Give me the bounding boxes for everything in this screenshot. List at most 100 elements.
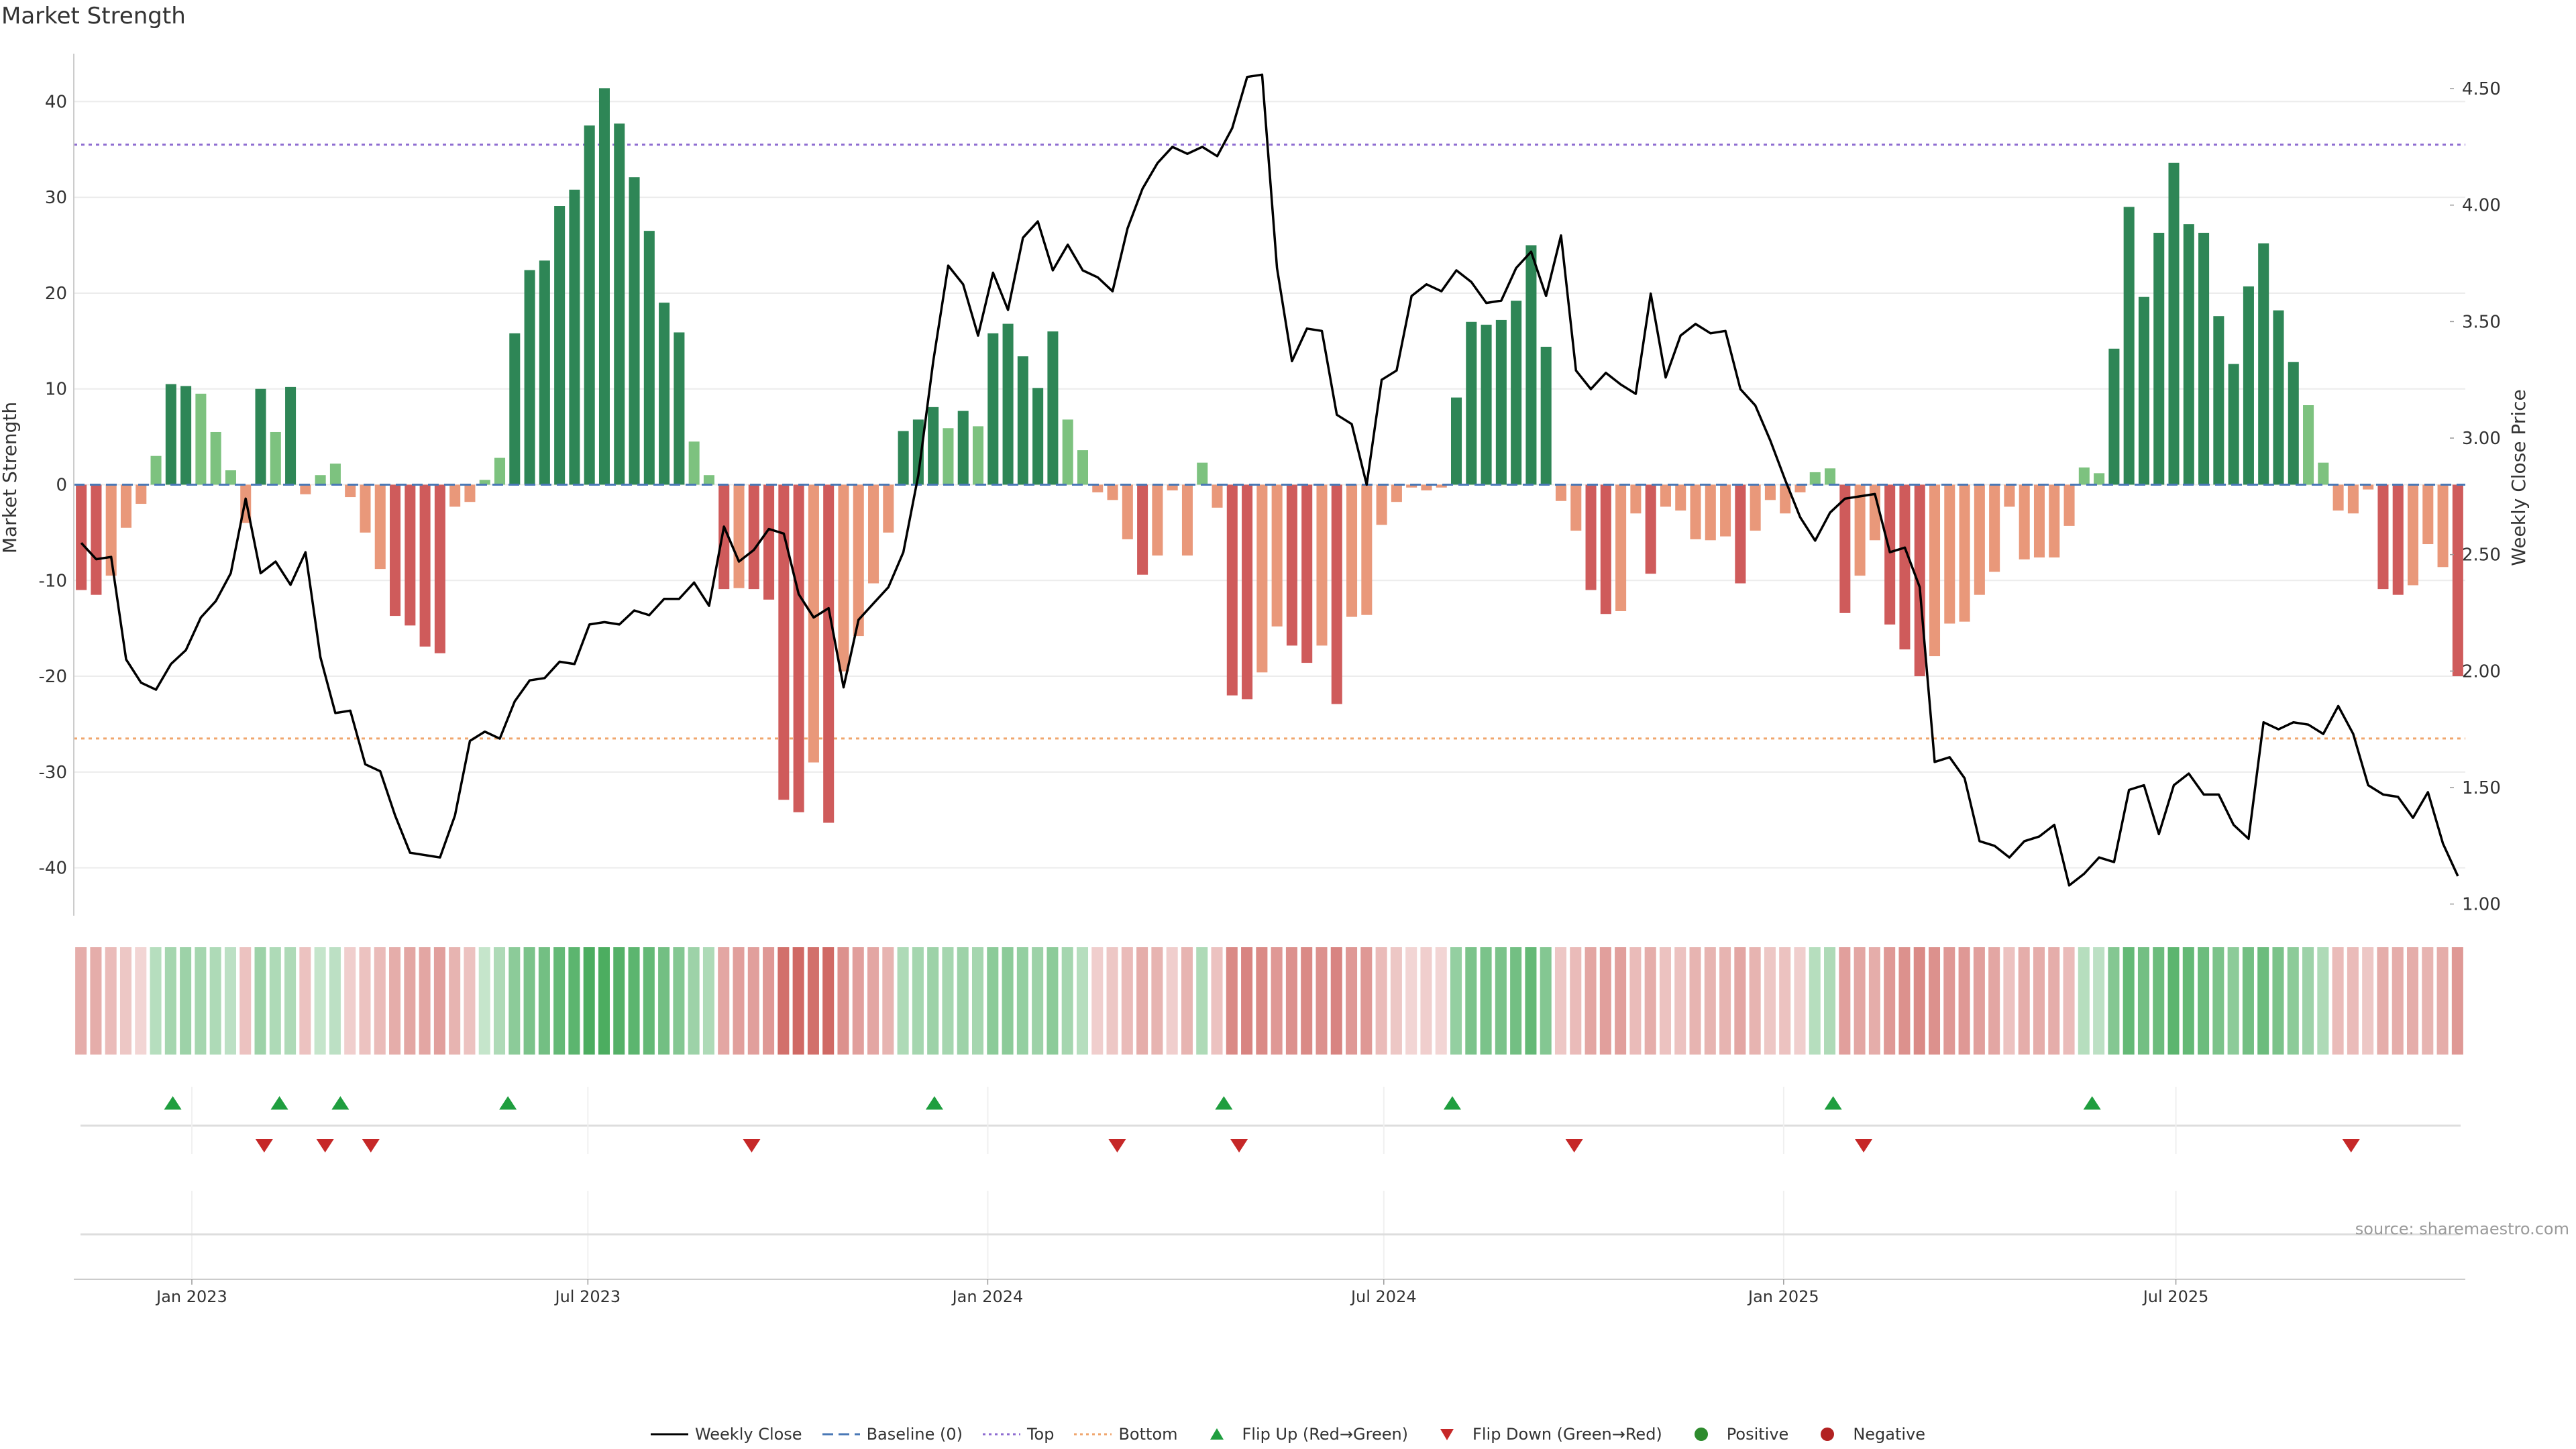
regime-cell (598, 947, 610, 1055)
regime-cell (2108, 947, 2120, 1055)
regime-cell (1046, 947, 1059, 1055)
regime-cell (1435, 947, 1447, 1055)
strength-bar (718, 484, 730, 590)
strength-bar (419, 484, 431, 647)
regime-cell (553, 947, 566, 1055)
regime-cell (1629, 947, 1642, 1055)
strength-bar (1495, 319, 1507, 485)
flip-down-marker (255, 1139, 273, 1152)
strength-bar (823, 484, 835, 823)
regime-cell (1181, 947, 1193, 1055)
strength-bar (120, 484, 132, 528)
x-tick-label: Jul 2024 (1350, 1287, 1417, 1306)
strength-bar (464, 484, 476, 502)
regime-cell (1226, 947, 1238, 1055)
strength-bar (1077, 450, 1089, 485)
regime-cell (613, 947, 625, 1055)
strength-bar (494, 458, 506, 485)
strength-bar (255, 388, 266, 485)
regime-cell (1151, 947, 1163, 1055)
strength-bar (1525, 245, 1537, 485)
strength-bar (748, 484, 759, 590)
regime-cell (568, 947, 580, 1055)
strength-bar (733, 484, 745, 588)
strength-bar (1181, 484, 1193, 556)
regime-cell (927, 947, 939, 1055)
strength-bar (2392, 484, 2404, 595)
strength-bar (1884, 484, 1896, 625)
regime-cell (1644, 947, 1656, 1055)
strength-bar (1750, 484, 1761, 531)
source-note: source: sharemaestro.com (2355, 1220, 2569, 1238)
regime-cell (329, 947, 341, 1055)
strength-bar (1869, 484, 1880, 541)
strength-bar (2108, 348, 2120, 485)
strength-bar (136, 484, 147, 504)
strength-bar (345, 484, 356, 498)
strength-bar (898, 431, 909, 485)
regime-cell (1674, 947, 1686, 1055)
strength-bar (2168, 162, 2180, 485)
strength-bar (1555, 484, 1567, 501)
regime-cell (1091, 947, 1104, 1055)
legend-label: Negative (1853, 1425, 1926, 1444)
strength-bar (1989, 484, 2000, 572)
flip-down-marker (362, 1139, 380, 1152)
strength-bar (76, 484, 87, 590)
strength-bar (1615, 484, 1627, 611)
strength-bar (703, 475, 714, 485)
regime-cell (1002, 947, 1014, 1055)
strength-bar (763, 484, 775, 600)
strength-bar (2422, 484, 2434, 545)
regime-cell (1106, 947, 1118, 1055)
y-tick-label: -30 (39, 763, 67, 783)
regime-cell (135, 947, 147, 1055)
regime-cell (538, 947, 550, 1055)
regime-cell (792, 947, 804, 1055)
regime-cell (1360, 947, 1373, 1055)
regime-cell (2212, 947, 2224, 1055)
strength-bar (1705, 484, 1716, 541)
flip-down-marker (1230, 1139, 1248, 1152)
flip-up-marker (164, 1096, 182, 1110)
regime-cell (1928, 947, 1941, 1055)
strength-bar (300, 484, 311, 494)
strength-bar (1107, 484, 1118, 500)
strength-bar (524, 270, 535, 485)
regime-cell (2377, 947, 2389, 1055)
regime-cell (1779, 947, 1791, 1055)
y2-axis-label: Weekly Close Price (2508, 389, 2530, 566)
strength-bar (2347, 484, 2359, 514)
regime-cell (2227, 947, 2239, 1055)
regime-cell (2362, 947, 2374, 1055)
regime-cell (1196, 947, 1208, 1055)
regime-cell (2198, 947, 2210, 1055)
x-axis: Jan 2023 Jul 2023 Jan 2024 Jul 2024 Jan 2025… (74, 1279, 2465, 1306)
y-tick-label: 40 (45, 92, 67, 112)
axes: -40 -30 -20 -10 0 10 20 30 40 1.00 1.50 2.00 2.50 3.0… (39, 54, 2501, 916)
strength-bar (2332, 484, 2344, 511)
regime-cell (1554, 947, 1567, 1055)
regime-cell (718, 947, 730, 1055)
regime-cell (1121, 947, 1133, 1055)
x-tick-label: Jan 2025 (1747, 1287, 1819, 1306)
regime-cell (1854, 947, 1866, 1055)
y-tick-label: 30 (45, 188, 67, 208)
strength-bar (643, 231, 655, 485)
strength-bar (1316, 484, 1328, 646)
flip-up-marker (499, 1096, 517, 1110)
strength-bar (1720, 484, 1731, 537)
regime-cell (1016, 947, 1028, 1055)
regime-cell (389, 947, 401, 1055)
strength-bar (1959, 484, 1970, 622)
regime-cell (643, 947, 655, 1055)
strength-bar (1436, 484, 1447, 488)
regime-cell (2033, 947, 2045, 1055)
regime-cell (493, 947, 506, 1055)
strength-bar (1809, 472, 1821, 485)
strength-bar (1286, 484, 1297, 646)
regime-cell (1390, 947, 1402, 1055)
strength-bar (1825, 468, 1836, 485)
regime-cell (882, 947, 894, 1055)
weekly-close-series (80, 73, 2459, 887)
